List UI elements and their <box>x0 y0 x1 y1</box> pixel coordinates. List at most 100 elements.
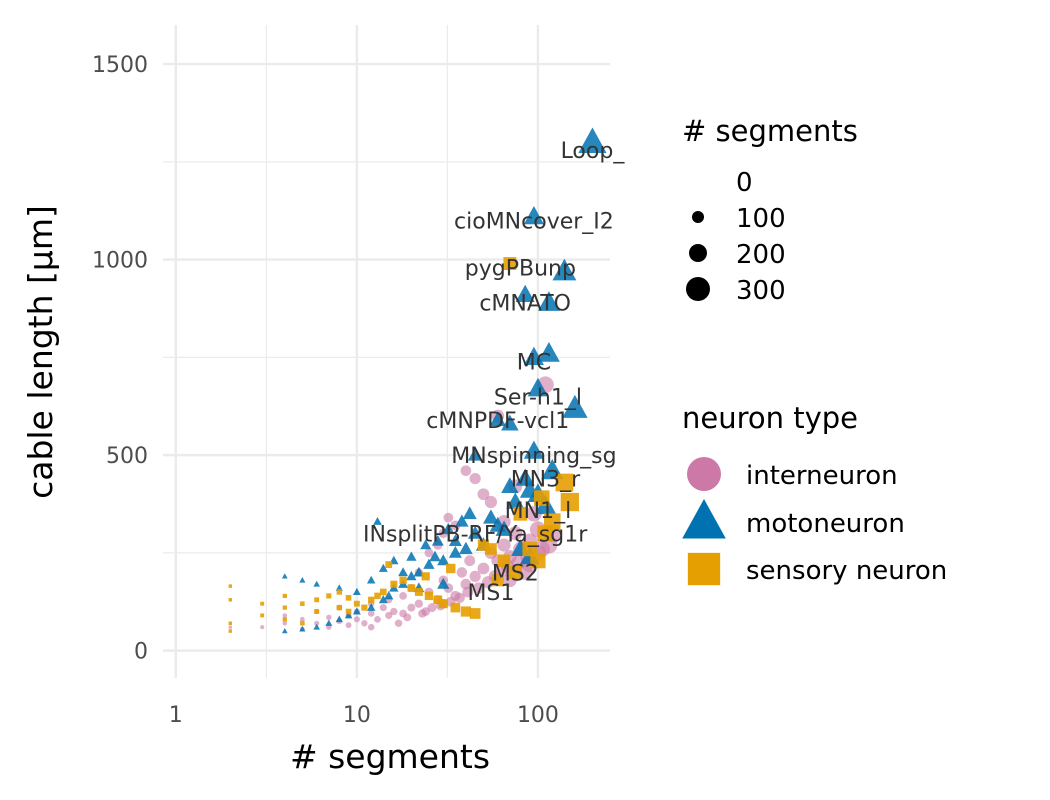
motoneuron-point <box>437 554 450 566</box>
motoneuron-point <box>398 567 409 577</box>
motoneuron-point <box>538 291 560 311</box>
point-label: MN1_l <box>505 499 572 524</box>
interneuron-point <box>469 472 481 485</box>
motoneuron-point <box>325 619 333 626</box>
motoneuron-point <box>406 570 417 581</box>
motoneuron-point <box>378 563 388 572</box>
point-label: cMNPDF-vcl1 <box>426 409 569 434</box>
point-label: MS2 <box>492 561 539 586</box>
motoneuron-point <box>462 506 477 520</box>
motoneuron-point <box>527 377 549 397</box>
motoneuron-point <box>373 517 382 525</box>
sensory-neuron-point <box>433 595 443 605</box>
interneuron-point <box>282 621 288 626</box>
sensory-neuron-point <box>460 606 471 617</box>
color-legend-label: interneuron <box>746 461 898 491</box>
y-tick-label: 1000 <box>92 249 148 274</box>
sensory-neuron-point <box>374 592 381 600</box>
motoneuron-point <box>299 576 306 583</box>
sensory-neuron-point <box>522 541 537 557</box>
motoneuron-point <box>442 522 455 535</box>
interneuron-point <box>443 512 454 523</box>
motoneuron-point <box>335 584 343 591</box>
interneuron-point <box>424 548 434 558</box>
interneuron-point <box>456 567 468 578</box>
sensory-neuron-point <box>300 601 305 606</box>
motoneuron-point <box>429 550 441 562</box>
motoneuron-point <box>423 558 435 569</box>
motoneuron-point <box>467 525 483 539</box>
sensory-neuron-point <box>260 613 265 618</box>
sensory-neuron-point <box>314 597 320 603</box>
color-legend-label: motoneuron <box>746 509 905 539</box>
sensory-neuron-point <box>497 554 511 567</box>
sensory-neuron-point <box>485 543 497 555</box>
sensory-neuron-point <box>361 604 368 611</box>
motoneuron-point <box>420 539 432 550</box>
interneuron-point <box>414 599 424 608</box>
size-legend-key <box>689 244 707 262</box>
sensory-neuron-point <box>345 595 352 601</box>
interneuron-point <box>345 622 352 629</box>
sensory-neuron-point <box>508 565 523 580</box>
sensory-neuron-point <box>228 629 233 633</box>
sensory-neuron-point <box>282 617 287 622</box>
motoneuron-point <box>523 206 544 225</box>
point-label: MN3_r <box>511 468 581 493</box>
interneuron-point <box>418 609 427 618</box>
interneuron-point <box>464 555 476 567</box>
interneuron-point <box>403 613 412 622</box>
sensory-neuron-point <box>314 609 320 614</box>
motoneuron-point <box>437 577 450 589</box>
size-legend-title: # segments <box>682 114 858 148</box>
point-label: cioMNcover_I2 <box>454 210 614 235</box>
sensory-neuron-point <box>513 506 528 521</box>
motoneuron-point <box>431 534 444 546</box>
sensory-neuron-point <box>385 561 393 569</box>
interneuron-point <box>484 495 498 509</box>
sensory-neuron-point <box>534 490 550 506</box>
interneuron-point <box>390 607 398 616</box>
point-label: MNspinning_sg <box>451 444 616 469</box>
point-label: INsplitPB-RF/Ya_sg1r <box>363 522 588 547</box>
color-legend-label: sensory neuron <box>746 556 947 586</box>
interneuron-point <box>361 620 368 627</box>
motoneuron-point <box>552 258 577 281</box>
sensory-neuron-point <box>380 588 387 596</box>
sensory-neuron-point <box>407 584 416 592</box>
grid-lines <box>163 25 610 678</box>
sensory-neuron-point <box>560 492 579 512</box>
interneuron-point <box>497 538 511 552</box>
motoneuron-point <box>352 607 361 615</box>
motoneuron-point <box>578 127 607 153</box>
motoneuron-point <box>366 603 376 611</box>
interneuron-point <box>407 603 416 612</box>
interneuron-point <box>282 613 288 618</box>
motoneuron-point <box>448 546 462 558</box>
x-tick-label: 1 <box>169 703 183 728</box>
interneuron-point <box>299 616 305 622</box>
interneuron-point <box>460 465 472 477</box>
sensory-neuron-point <box>477 539 490 551</box>
motoneuron-point <box>562 394 588 418</box>
sensory-neuron-point <box>336 604 343 611</box>
motoneuron-point <box>344 611 353 619</box>
motoneuron-point <box>489 411 506 427</box>
data-points <box>228 127 607 634</box>
motoneuron-point <box>538 341 560 362</box>
sensory-neuron-point <box>503 257 517 271</box>
motoneuron-point <box>281 628 288 634</box>
sensory-neuron-point <box>326 593 332 599</box>
motoneuron-point <box>313 580 320 587</box>
point-label: cMNATO <box>479 292 571 317</box>
interneuron-point <box>454 592 465 604</box>
sensory-neuron-point <box>228 584 233 588</box>
motoneuron-point <box>378 595 388 604</box>
color-legend: neuron type interneuron motoneuron sensory… <box>682 401 947 586</box>
interneuron-point <box>326 614 332 621</box>
motoneuron-point <box>523 440 544 459</box>
sensory-neuron-point <box>228 598 233 602</box>
sensory-neuron-point <box>399 576 407 584</box>
point-label: Loop_ <box>561 139 626 164</box>
